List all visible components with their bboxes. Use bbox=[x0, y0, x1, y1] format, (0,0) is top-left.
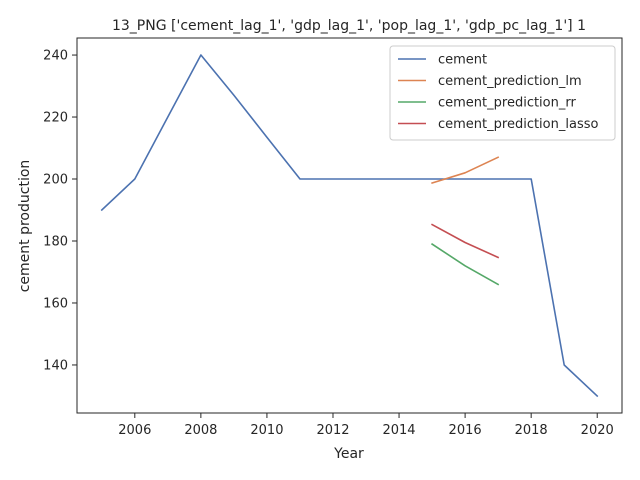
y-tick-label: 160 bbox=[43, 296, 68, 311]
y-tick-label: 200 bbox=[43, 173, 68, 188]
x-tick-label: 2018 bbox=[515, 423, 548, 438]
x-tick-label: 2006 bbox=[118, 423, 151, 438]
x-tick-label: 2008 bbox=[184, 423, 217, 438]
y-axis: 140 160 180 200 220 240 bbox=[43, 49, 77, 373]
y-tick-label: 220 bbox=[43, 111, 68, 126]
legend-box bbox=[389, 45, 616, 141]
chart-title: 13_PNG ['cement_lag_1', 'gdp_lag_1', 'po… bbox=[112, 18, 586, 34]
x-axis-label: Year bbox=[333, 446, 364, 462]
series-line-cement-prediction-lm bbox=[431, 156, 500, 185]
legend-label: cement_prediction_rr bbox=[438, 96, 576, 111]
series-line-cement-prediction-lasso bbox=[431, 223, 500, 259]
x-tick-label: 2012 bbox=[316, 423, 349, 438]
series-line-cement bbox=[100, 54, 599, 398]
legend-label: cement_prediction_lm bbox=[438, 74, 582, 89]
series-line-cement-prediction-rr bbox=[430, 242, 500, 286]
y-tick-label: 140 bbox=[43, 358, 68, 373]
x-tick-label: 2016 bbox=[449, 423, 482, 438]
legend-label: cement_prediction_lasso bbox=[438, 117, 598, 132]
legend-label: cement bbox=[438, 53, 487, 68]
legend: cement cement_prediction_lm cement_predict… bbox=[389, 45, 616, 141]
x-tick-label: 2010 bbox=[250, 423, 283, 438]
y-tick-label: 240 bbox=[43, 49, 68, 64]
plot-area bbox=[100, 54, 599, 398]
x-tick-label: 2020 bbox=[581, 423, 614, 438]
x-tick-label: 2014 bbox=[382, 423, 415, 438]
x-axis: 2006 2008 2010 2012 2014 2016 2018 2020 bbox=[118, 413, 614, 438]
y-axis-label: cement production bbox=[17, 160, 33, 293]
y-tick-label: 180 bbox=[43, 234, 68, 249]
plot-frame bbox=[76, 37, 623, 414]
